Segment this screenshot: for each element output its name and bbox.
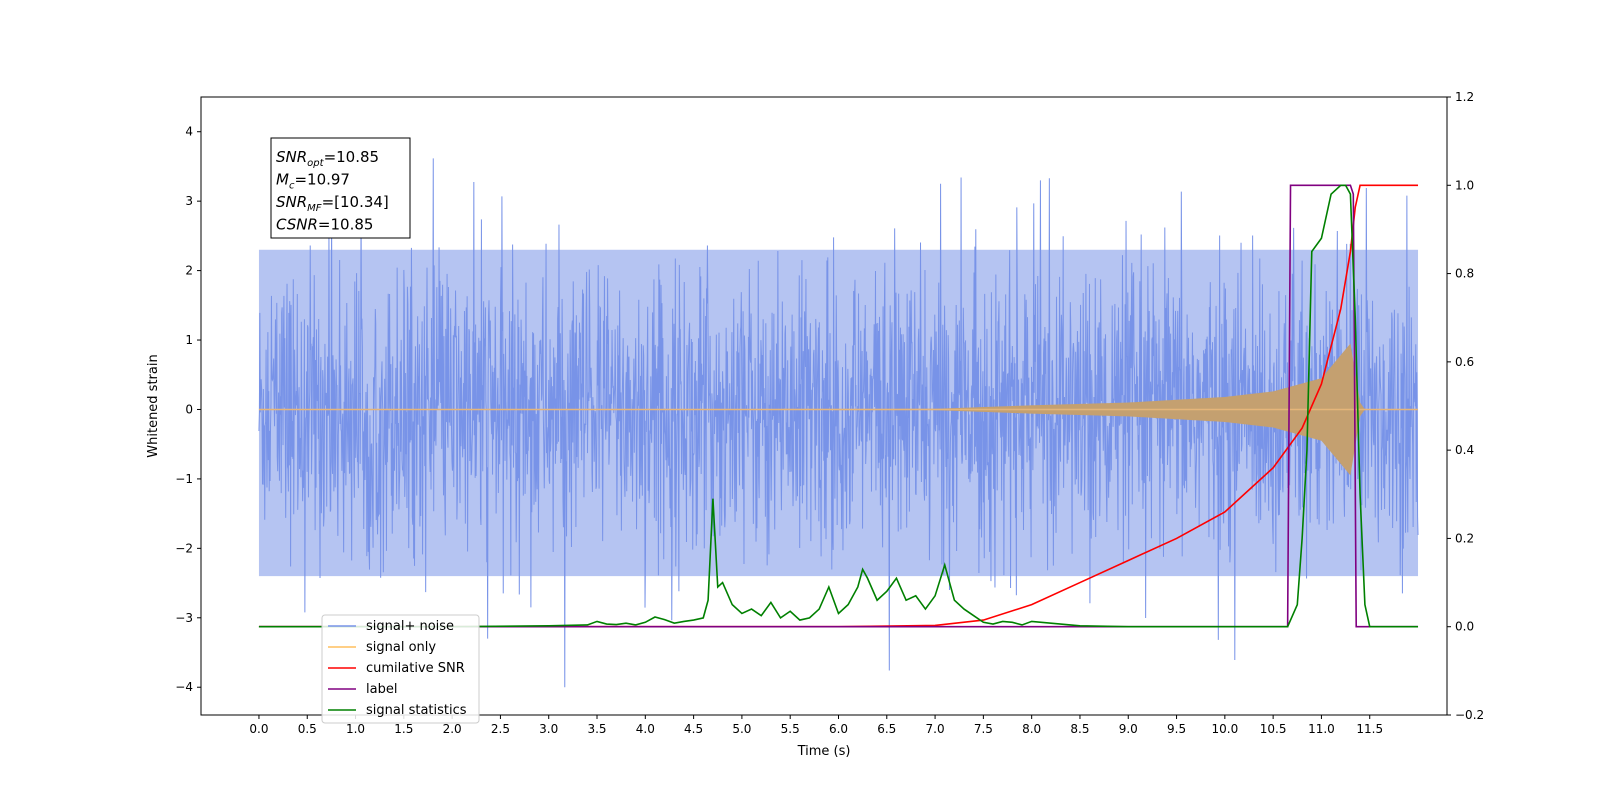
annotation-line: SNRMF=[10.34] [276,193,389,214]
x-tick-label: 2.5 [491,722,510,736]
y-right-tick-label: 1.2 [1455,90,1474,104]
y-axis-left: −4 −3 −2 −1 0 1 2 3 4 [175,125,201,694]
x-tick-label: 10.0 [1211,722,1238,736]
x-tick-label: 6.0 [829,722,848,736]
y-right-tick-label: 0.0 [1455,620,1474,634]
annotation-frame [270,137,411,239]
legend-label: signal statistics [366,703,467,718]
y-left-tick-label: 4 [185,125,193,139]
y-left-tick-label: −3 [175,611,193,625]
y-right-tick-label: 0.2 [1455,531,1474,545]
y-left-tick-label: 0 [185,402,193,416]
x-tick-label: 8.5 [1070,722,1089,736]
y-left-tick-label: −2 [175,541,193,555]
x-tick-label: 5.5 [781,722,800,736]
x-tick-label: 9.0 [1119,722,1138,736]
series-label [258,184,1419,628]
legend-frame [321,614,480,724]
axes-frame [200,96,1448,716]
x-tick-label: 0.5 [298,722,317,736]
x-tick-label: 7.0 [926,722,945,736]
y-right-tick-label: 1.0 [1455,178,1474,192]
x-tick-label: 0.0 [249,722,268,736]
y-left-tick-label: 3 [185,194,193,208]
x-tick-label: 11.5 [1356,722,1383,736]
x-tick-label: 7.5 [974,722,993,736]
x-axis-label: Time (s) [797,744,851,759]
x-tick-label: 8.0 [1022,722,1041,736]
y-left-tick-label: −4 [175,680,193,694]
series-signal-statistics [258,184,1419,628]
annotation-line: Mc=10.97 [276,171,350,192]
x-axis: 0.0 0.5 1.0 1.5 2.0 2.5 3.0 3.5 4.0 4.5 5.0 5.5 6.0 6… [249,715,1383,736]
x-tick-label: 4.5 [684,722,703,736]
y-left-tick-label: 1 [185,333,193,347]
x-tick-label: 1.0 [346,722,365,736]
x-tick-label: 6.5 [877,722,896,736]
legend-label: signal only [366,640,436,655]
x-tick-label: 9.5 [1167,722,1186,736]
y-axis-right: −0.2 0.0 0.2 0.4 0.6 0.8 1.0 1.2 [1447,90,1484,722]
legend-label: label [366,682,397,697]
y-right-tick-label: 0.6 [1455,355,1474,369]
x-tick-label: 1.5 [394,722,413,736]
y-right-tick-label: 0.4 [1455,443,1474,457]
y-right-tick-label: −0.2 [1455,708,1484,722]
y-left-tick-label: 2 [185,264,193,278]
legend-label: signal+ noise [366,619,454,634]
y-axis-label: Whitened strain [146,354,161,457]
x-tick-label: 3.0 [539,722,558,736]
x-tick-label: 4.0 [636,722,655,736]
annotation-line: SNRopt=10.85 [276,148,379,169]
x-tick-label: 5.0 [732,722,751,736]
y-right-tick-label: 0.8 [1455,267,1474,281]
x-tick-label: 11.0 [1308,722,1335,736]
x-tick-label: 10.5 [1260,722,1287,736]
y-left-tick-label: −1 [175,472,193,486]
x-tick-label: 2.0 [443,722,462,736]
legend: signal+ noise signal only cumilative SNR la… [321,614,480,724]
legend-label: cumilative SNR [366,661,465,676]
x-tick-label: 3.5 [587,722,606,736]
annotation-line: CSNR=10.85 [276,216,373,234]
